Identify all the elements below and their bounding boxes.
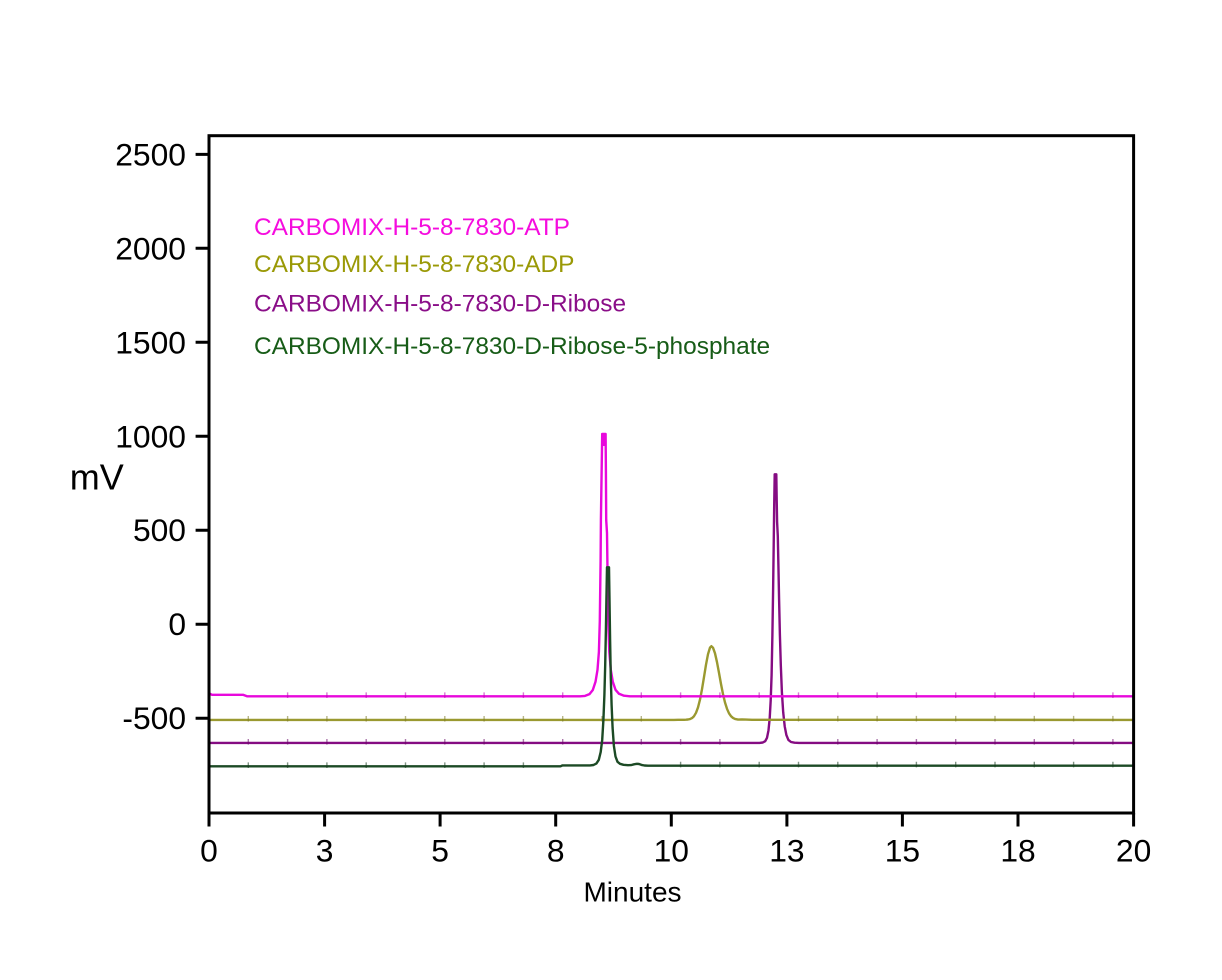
svg-text:0: 0 bbox=[168, 606, 186, 642]
svg-text:18: 18 bbox=[1000, 833, 1035, 869]
svg-text:CARBOMIX-H-5-8-7830-ATP: CARBOMIX-H-5-8-7830-ATP bbox=[254, 214, 570, 241]
svg-text:2000: 2000 bbox=[115, 230, 186, 266]
svg-text:0: 0 bbox=[200, 833, 218, 869]
svg-text:mV: mV bbox=[70, 457, 124, 498]
svg-text:CARBOMIX-H-5-8-7830-D-Ribose: CARBOMIX-H-5-8-7830-D-Ribose bbox=[254, 290, 626, 317]
svg-text:Minutes: Minutes bbox=[583, 876, 681, 907]
svg-text:20: 20 bbox=[1116, 833, 1151, 869]
svg-text:CARBOMIX-H-5-8-7830-ADP: CARBOMIX-H-5-8-7830-ADP bbox=[254, 251, 574, 278]
svg-text:8: 8 bbox=[547, 833, 565, 869]
svg-text:13: 13 bbox=[769, 833, 804, 869]
svg-text:3: 3 bbox=[316, 833, 334, 869]
svg-text:500: 500 bbox=[133, 512, 186, 548]
svg-text:5: 5 bbox=[431, 833, 449, 869]
svg-text:CARBOMIX-H-5-8-7830-D-Ribose-5: CARBOMIX-H-5-8-7830-D-Ribose-5-phosphate bbox=[254, 333, 770, 360]
svg-text:1000: 1000 bbox=[115, 418, 186, 454]
svg-text:2500: 2500 bbox=[115, 136, 186, 172]
svg-text:1500: 1500 bbox=[115, 324, 186, 360]
svg-text:-500: -500 bbox=[122, 700, 186, 736]
svg-text:10: 10 bbox=[654, 833, 689, 869]
svg-text:15: 15 bbox=[885, 833, 920, 869]
